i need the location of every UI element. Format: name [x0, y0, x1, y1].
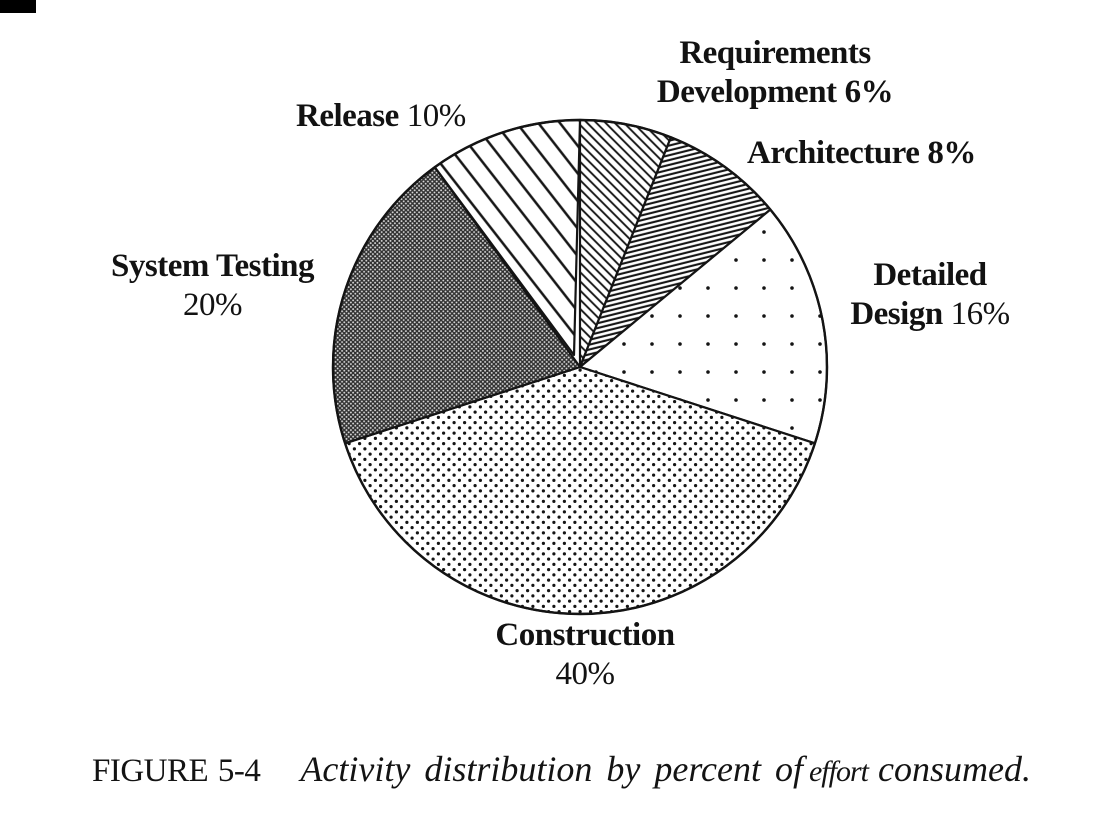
caption-text: Activity distribution by percent of: [300, 749, 803, 789]
scan-corner-artifact: [0, 0, 36, 13]
label-text: Construction: [495, 617, 675, 653]
label-line: Design 16%: [790, 295, 1070, 334]
label-text: Development: [656, 73, 837, 110]
label-pct: 6%: [844, 73, 894, 110]
label-pct: 8%: [927, 135, 976, 171]
figure-label: FIGURE 5-4: [92, 753, 261, 789]
figure-caption: FIGURE 5-4 Activity distribution by perce…: [92, 748, 1092, 790]
pie-slices: [331, 118, 829, 616]
pie-outline: [331, 118, 829, 616]
label-line: Detailed: [790, 256, 1070, 295]
label-detailed-design: Detailed Design 16%: [790, 256, 1070, 334]
label-line: System Testing: [60, 247, 365, 286]
label-architecture: Architecture 8%: [747, 134, 976, 173]
label-line: Requirements: [600, 34, 950, 73]
label-text: Requirements: [679, 35, 871, 71]
label-text: Detailed: [873, 257, 987, 293]
label-construction: Construction 40%: [435, 616, 735, 694]
caption-text: consumed.: [877, 749, 1031, 789]
caption-text-effort: effort: [808, 755, 869, 788]
label-pct: 16%: [950, 295, 1011, 332]
label-pct: 10%: [406, 98, 467, 134]
label-text: Architecture: [747, 135, 920, 171]
label-text: System Testing: [111, 248, 314, 284]
label-line: Development 6%: [600, 73, 950, 112]
label-requirements-development: Requirements Development 6%: [600, 34, 950, 112]
label-pct: 40%: [555, 655, 616, 692]
label-system-testing: System Testing 20%: [60, 247, 365, 325]
label-release: Release 10%: [296, 97, 466, 136]
label-text: Design: [850, 295, 943, 332]
label-text: Release: [296, 98, 399, 134]
label-pct: 20%: [183, 286, 243, 323]
label-line: Construction: [435, 616, 735, 655]
